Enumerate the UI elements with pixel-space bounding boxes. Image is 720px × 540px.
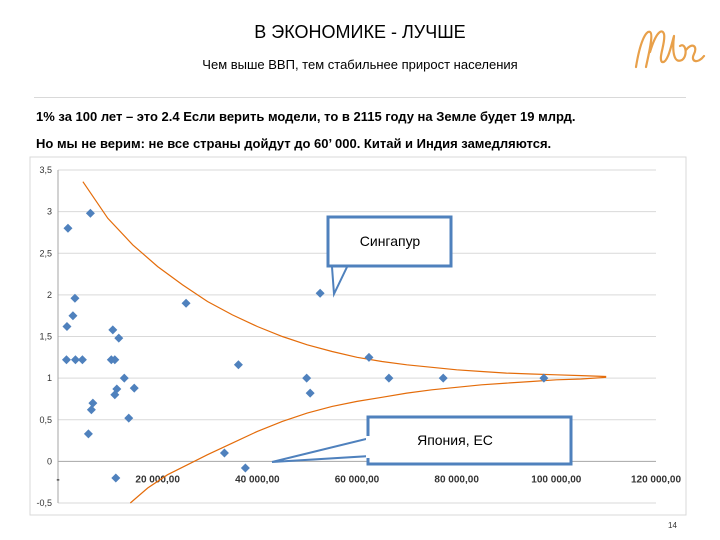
data-point: [302, 373, 312, 383]
data-point: [70, 293, 80, 303]
data-point: [111, 473, 121, 483]
lower-envelope-line: [129, 376, 607, 504]
data-point: [119, 373, 129, 383]
data-point: [63, 223, 73, 233]
header-divider: [34, 97, 686, 98]
data-point: [124, 413, 134, 423]
data-point: [88, 398, 98, 408]
signature-logo: [634, 30, 706, 69]
data-point: [77, 355, 87, 365]
y-tick-label: -0,5: [36, 498, 52, 508]
text-line-2: Но мы не верим: не все страны дойдут до …: [36, 136, 552, 151]
y-tick-label: 0: [47, 456, 52, 466]
data-point: [85, 208, 95, 218]
data-point: [62, 322, 72, 332]
x-tick-label: 20 000,00: [135, 474, 180, 485]
data-point: [68, 311, 78, 321]
data-point: [438, 373, 448, 383]
data-point: [61, 355, 71, 365]
data-point: [305, 388, 315, 398]
data-point: [384, 373, 394, 383]
data-point: [233, 360, 243, 370]
x-tick-label: 120 000,00: [631, 474, 681, 485]
data-point: [315, 288, 325, 298]
data-point: [539, 373, 549, 383]
page-number: 14: [668, 521, 677, 530]
slide-title: В ЭКОНОМИКЕ - ЛУЧШЕ: [254, 22, 466, 42]
data-point: [219, 448, 229, 458]
chart-frame: [29, 156, 687, 516]
data-point: [114, 333, 124, 343]
y-tick-label: 1: [47, 373, 52, 383]
data-point: [240, 463, 250, 473]
data-point: [110, 390, 120, 400]
slide-subtitle: Чем выше ВВП, тем стабильнее прирост нас…: [202, 57, 518, 72]
data-point: [129, 383, 139, 393]
japan-callout-label: Япония, ЕС: [417, 432, 493, 448]
data-point: [181, 298, 191, 308]
singapore-callout-box: [326, 215, 453, 268]
y-tick-label: 3,5: [39, 165, 52, 175]
data-point: [86, 405, 96, 415]
x-tick-label: 100 000,00: [531, 474, 581, 485]
data-point: [110, 355, 120, 365]
singapore-callout-join: [331, 236, 363, 244]
upper-envelope-line: [82, 181, 607, 378]
x-tick-label: 80 000,00: [434, 474, 479, 485]
singapore-callout-label: Сингапур: [360, 233, 421, 249]
y-tick-label: 3: [47, 207, 52, 217]
data-point: [108, 325, 118, 335]
japan-callout-join: [366, 436, 374, 458]
x-tick-label: -: [56, 474, 59, 485]
y-tick-label: 0,5: [39, 415, 52, 425]
data-point: [70, 355, 80, 365]
text-line-1: 1% за 100 лет – это 2.4 Если верить моде…: [36, 109, 576, 124]
x-tick-label: 40 000,00: [235, 474, 280, 485]
y-tick-label: 2: [47, 290, 52, 300]
data-point: [83, 429, 93, 439]
x-tick-label: 60 000,00: [335, 474, 380, 485]
data-point: [364, 352, 374, 362]
japan-callout-pointer: [271, 436, 371, 463]
y-tick-label: 1,5: [39, 332, 52, 342]
y-tick-label: 2,5: [39, 248, 52, 258]
